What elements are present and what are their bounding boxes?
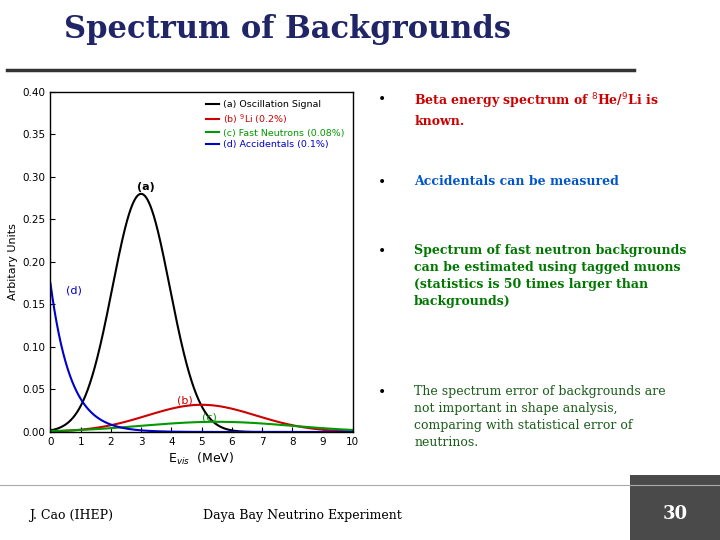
FancyBboxPatch shape xyxy=(630,475,720,540)
Text: (a): (a) xyxy=(137,181,154,192)
Y-axis label: Arbitary Units: Arbitary Units xyxy=(8,224,18,300)
Text: •: • xyxy=(378,244,386,258)
Text: Spectrum of fast neutron backgrounds
can be estimated using tagged muons
(statis: Spectrum of fast neutron backgrounds can… xyxy=(414,244,686,308)
Text: Daya Bay Neutrino Experiment: Daya Bay Neutrino Experiment xyxy=(203,509,402,522)
Text: (c): (c) xyxy=(202,413,217,423)
Text: •: • xyxy=(378,385,386,399)
Text: (b): (b) xyxy=(177,396,193,406)
Text: •: • xyxy=(378,175,386,189)
Text: J. Cao (IHEP): J. Cao (IHEP) xyxy=(29,509,113,522)
Text: •: • xyxy=(378,92,386,106)
Text: Spectrum of Backgrounds: Spectrum of Backgrounds xyxy=(65,14,511,45)
X-axis label: E$_{vis}$  (MeV): E$_{vis}$ (MeV) xyxy=(168,451,235,467)
Text: The spectrum error of backgrounds are
not important in shape analysis,
comparing: The spectrum error of backgrounds are no… xyxy=(414,385,666,449)
Text: (d): (d) xyxy=(66,285,81,295)
Legend: (a) Oscillation Signal, (b) $^9$Li (0.2%), (c) Fast Neutrons (0.08%), (d) Accide: (a) Oscillation Signal, (b) $^9$Li (0.2%… xyxy=(202,97,348,153)
Text: Accidentals can be measured: Accidentals can be measured xyxy=(414,175,619,188)
Text: Beta energy spectrum of $^8$He/$^9$Li is
known.: Beta energy spectrum of $^8$He/$^9$Li is… xyxy=(414,92,659,129)
Text: 30: 30 xyxy=(663,505,688,523)
